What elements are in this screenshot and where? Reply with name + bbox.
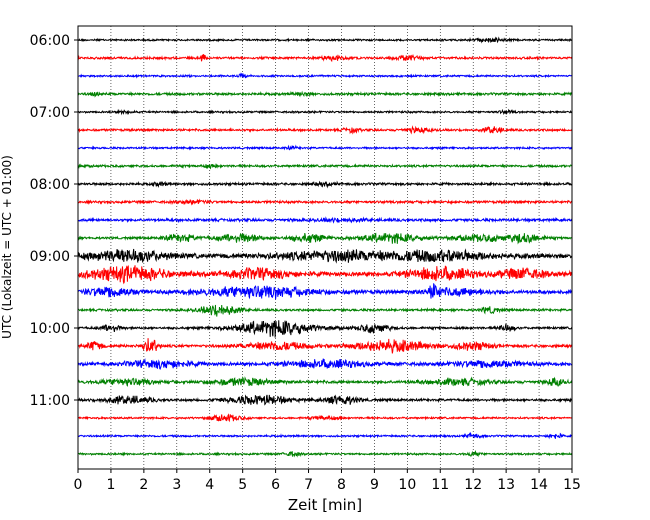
trace-07:45: [77, 163, 573, 170]
y-tick-label: 09:00: [30, 249, 70, 265]
trace-10:00: [77, 320, 573, 338]
trace-07:30: [77, 144, 573, 151]
y-tick-label: 08:00: [30, 177, 70, 193]
plot-frame: [77, 25, 573, 470]
trace-09:45: [77, 304, 573, 317]
y-tick-label: 06:00: [30, 33, 70, 49]
grid-lines: [110, 26, 540, 469]
seismic-traces: [77, 36, 573, 458]
x-axis-ticks: 0 1 2 3 4 5 6 7 8 9 10 11 12 13 14 15: [74, 469, 581, 493]
x-axis-label: Zeit [min]: [288, 496, 362, 514]
x-tick-label: 8: [337, 477, 346, 493]
trace-10:15: [77, 338, 573, 354]
trace-08:45: [77, 232, 573, 245]
y-axis-ticks: 06:00 07:00 08:00 09:00 10:00 11:00: [30, 33, 78, 409]
x-tick-label: 4: [205, 477, 214, 493]
x-tick-label: 7: [304, 477, 313, 493]
trace-08:30: [77, 216, 573, 224]
y-axis-label: UTC (Lokalzeit = UTC + 01:00): [0, 155, 14, 339]
y-tick-label: 07:00: [30, 105, 70, 121]
x-tick-label: 9: [370, 477, 379, 493]
y-tick-label: 10:00: [30, 321, 70, 337]
x-tick-label: 11: [431, 477, 449, 493]
trace-09:15: [77, 264, 573, 285]
trace-11:45: [77, 449, 573, 458]
x-tick-label: 15: [563, 477, 581, 493]
y-tick-label: 11:00: [30, 393, 70, 409]
trace-09:00: [77, 248, 573, 264]
trace-09:30: [77, 283, 573, 300]
trace-07:15: [77, 125, 573, 135]
trace-11:00: [77, 394, 573, 406]
trace-07:00: [77, 108, 573, 116]
trace-10:45: [77, 376, 573, 387]
trace-06:00: [77, 36, 573, 44]
x-tick-label: 13: [497, 477, 515, 493]
x-tick-label: 3: [172, 477, 181, 493]
trace-10:30: [77, 358, 573, 370]
trace-08:15: [77, 198, 573, 206]
x-tick-label: 0: [74, 477, 83, 493]
x-tick-label: 6: [271, 477, 280, 493]
x-tick-label: 1: [106, 477, 115, 493]
trace-11:30: [77, 431, 573, 440]
x-tick-label: 10: [398, 477, 416, 493]
x-tick-label: 12: [464, 477, 482, 493]
trace-08:00: [77, 180, 573, 189]
trace-06:45: [77, 90, 573, 98]
trace-11:15: [77, 413, 573, 423]
x-tick-label: 14: [530, 477, 548, 493]
trace-06:30: [77, 72, 573, 79]
x-tick-label: 2: [139, 477, 148, 493]
trace-06:15: [77, 53, 573, 63]
x-tick-label: 5: [238, 477, 247, 493]
